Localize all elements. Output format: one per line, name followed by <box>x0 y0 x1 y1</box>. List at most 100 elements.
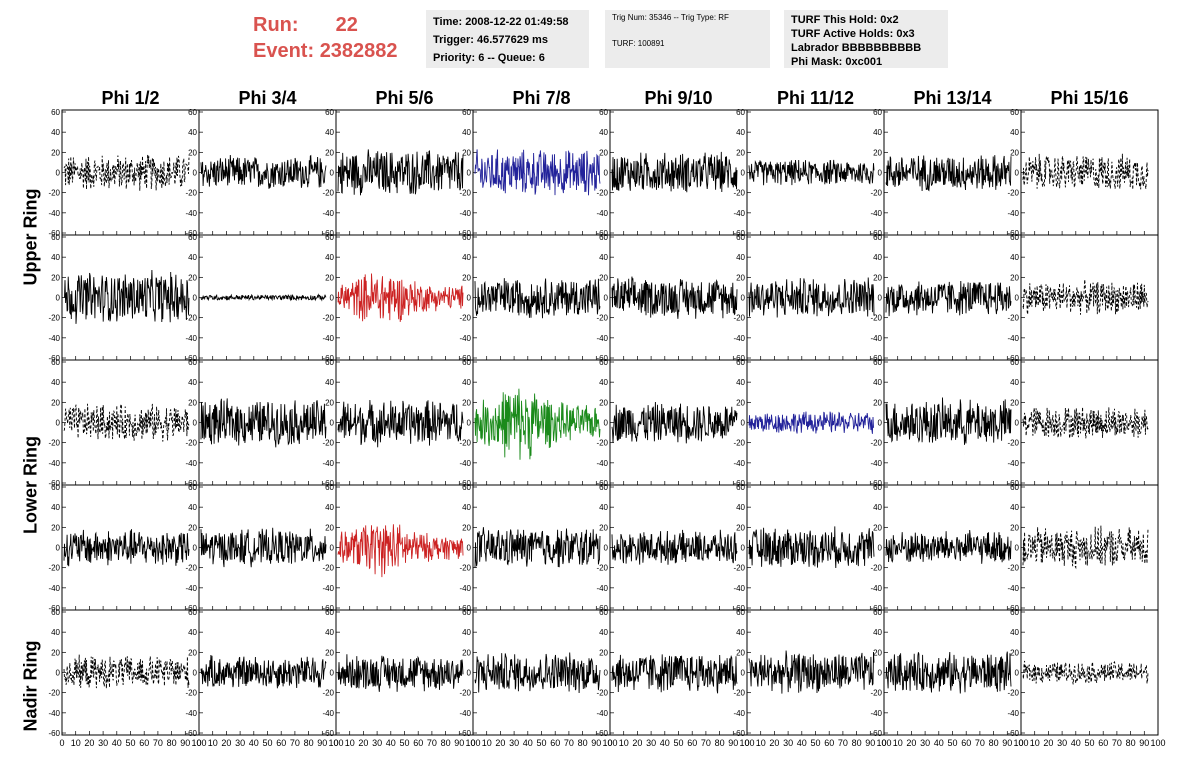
x-tick-label: 50 <box>125 738 135 748</box>
y-tick-label: 20 <box>462 648 471 657</box>
phi-mask-line: Phi Mask: 0xc001 <box>791 56 883 68</box>
y-tick-label: -40 <box>733 209 745 218</box>
waveform-trace <box>1022 279 1149 315</box>
y-tick-label: 40 <box>51 128 60 137</box>
waveform-panel: 60 40 20 0 -20 -40 -60 <box>322 108 474 238</box>
y-tick-label: 60 <box>325 483 334 492</box>
y-tick-label: 40 <box>51 378 60 387</box>
x-tick-label: 30 <box>646 738 656 748</box>
x-tick-label: 50 <box>810 738 820 748</box>
x-tick-label: 30 <box>98 738 108 748</box>
waveform-trace <box>474 278 601 319</box>
y-tick-label: 20 <box>51 273 60 282</box>
y-tick-label: 40 <box>736 128 745 137</box>
x-tick-label: 80 <box>1126 738 1136 748</box>
run-value: 22 <box>335 14 358 36</box>
y-tick-label: 0 <box>741 294 746 303</box>
y-tick-label: -60 <box>322 229 334 238</box>
y-tick-label: 0 <box>604 669 609 678</box>
y-tick-label: 40 <box>873 628 882 637</box>
y-tick-label: 40 <box>462 253 471 262</box>
y-tick-label: 0 <box>604 169 609 178</box>
y-tick-label: -40 <box>459 584 471 593</box>
y-tick-label: -20 <box>322 314 334 323</box>
y-tick-label: -40 <box>48 459 60 468</box>
waveform-trace <box>200 293 327 302</box>
x-tick-label: 50 <box>262 738 272 748</box>
y-tick-label: 0 <box>330 169 335 178</box>
panel-frame <box>1020 109 1159 236</box>
waveform-trace <box>337 654 464 692</box>
y-tick-label: -40 <box>870 459 882 468</box>
y-tick-label: -40 <box>733 709 745 718</box>
y-tick-label: -40 <box>1007 584 1019 593</box>
labrador-line: Labrador BBBBBBBBBB <box>791 42 922 54</box>
y-tick-label: 0 <box>878 419 883 428</box>
x-tick-label: 10 <box>893 738 903 748</box>
y-tick-label: -20 <box>870 314 882 323</box>
y-tick-label: 40 <box>51 253 60 262</box>
y-tick-label: 20 <box>1010 648 1019 657</box>
x-tick-label: 10 <box>1030 738 1040 748</box>
column-header-phi-9-10: Phi 9/10 <box>644 88 713 108</box>
column-header-phi-15-16: Phi 15/16 <box>1050 88 1129 108</box>
waveform-trace <box>63 403 190 442</box>
y-tick-label: -40 <box>733 334 745 343</box>
x-tick-label: 90 <box>865 738 875 748</box>
waveform-panel: 60 40 20 0 -20 -40 -60 <box>870 483 1022 613</box>
y-tick-label: -40 <box>1007 709 1019 718</box>
y-tick-label: -20 <box>48 189 60 198</box>
y-tick-label: 20 <box>51 148 60 157</box>
waveform-panel: 60 40 20 0 -20 -40 -60 <box>459 233 611 363</box>
y-tick-label: -20 <box>459 564 471 573</box>
y-tick-label: -60 <box>870 729 882 738</box>
x-tick-label: 0 <box>470 738 475 748</box>
turf-hold-line: TURF This Hold: 0x2 <box>791 14 899 26</box>
y-tick-label: -20 <box>596 439 608 448</box>
y-tick-label: -20 <box>733 439 745 448</box>
y-tick-label: -40 <box>322 459 334 468</box>
y-tick-label: 0 <box>330 419 335 428</box>
waveform-panel: 60 40 20 0 -20 -40 -60 <box>48 233 200 363</box>
y-tick-label: 60 <box>51 483 60 492</box>
y-tick-label: -60 <box>185 729 197 738</box>
y-tick-label: -20 <box>596 564 608 573</box>
x-tick-label: 10 <box>71 738 81 748</box>
y-tick-label: 40 <box>599 378 608 387</box>
x-tick-label: 70 <box>564 738 574 748</box>
y-tick-label: -40 <box>322 709 334 718</box>
y-tick-label: -40 <box>1007 334 1019 343</box>
y-tick-label: 40 <box>51 503 60 512</box>
y-tick-label: 20 <box>736 273 745 282</box>
y-tick-label: -20 <box>48 439 60 448</box>
y-tick-label: 40 <box>188 253 197 262</box>
y-tick-label: 60 <box>1010 358 1019 367</box>
waveform-trace <box>611 529 738 565</box>
x-tick-label: 30 <box>920 738 930 748</box>
y-tick-label: -40 <box>596 334 608 343</box>
y-tick-label: 40 <box>325 128 334 137</box>
y-tick-label: -20 <box>733 314 745 323</box>
y-tick-label: 40 <box>462 378 471 387</box>
y-tick-label: 0 <box>193 544 198 553</box>
event-label: Event: 2382882 <box>253 40 398 63</box>
y-tick-label: -20 <box>185 689 197 698</box>
y-tick-label: 20 <box>873 398 882 407</box>
y-tick-label: -20 <box>322 439 334 448</box>
y-tick-label: 40 <box>1010 253 1019 262</box>
y-tick-label: 20 <box>325 273 334 282</box>
y-tick-label: 40 <box>188 128 197 137</box>
waveform-panel: 60 40 20 0 -20 -40 -60 <box>733 483 885 613</box>
y-tick-label: 60 <box>51 233 60 242</box>
trig-info-box: Trig Num: 35346 -- Trig Type: RF TURF: 1… <box>605 10 770 68</box>
y-tick-label: 20 <box>599 523 608 532</box>
y-tick-label: 20 <box>1010 273 1019 282</box>
y-tick-label: -60 <box>48 604 60 613</box>
x-tick-label: 60 <box>1098 738 1108 748</box>
waveform-trace <box>337 399 464 448</box>
y-tick-label: 0 <box>878 169 883 178</box>
y-tick-label: 60 <box>599 233 608 242</box>
